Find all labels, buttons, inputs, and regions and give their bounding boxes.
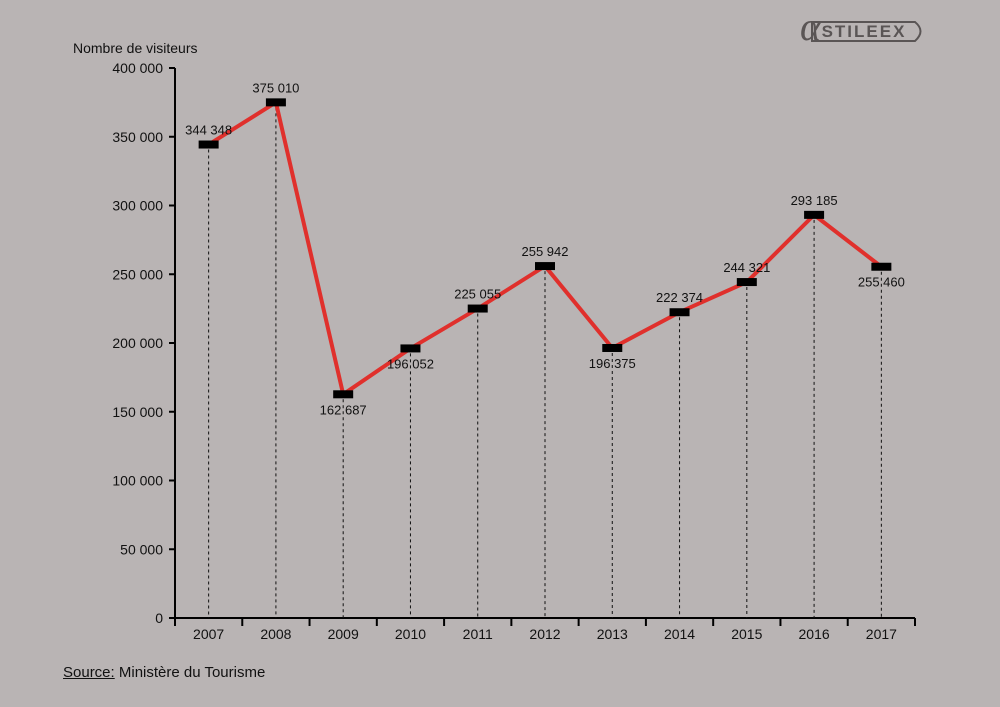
drop-lines bbox=[208, 107, 882, 618]
x-tick-label: 2017 bbox=[866, 626, 897, 642]
data-marker bbox=[871, 262, 892, 271]
x-tick-label: 2007 bbox=[193, 626, 224, 642]
x-tick-label: 2012 bbox=[529, 626, 560, 642]
data-label: 293 185 bbox=[791, 193, 838, 208]
data-labels: 344 348 375 010 162 687 196 052 225 055 255 9… bbox=[185, 80, 905, 417]
x-tick-label: 2011 bbox=[463, 626, 493, 642]
x-tick-label: 2008 bbox=[260, 626, 291, 642]
x-tick-label: 2016 bbox=[799, 626, 830, 642]
data-marker bbox=[804, 210, 825, 219]
data-marker bbox=[669, 308, 690, 317]
y-tick-label: 350 000 bbox=[112, 129, 163, 145]
data-marker bbox=[198, 140, 219, 149]
logo-frame bbox=[811, 21, 922, 42]
y-tick-label: 200 000 bbox=[112, 335, 163, 351]
data-label: 196 375 bbox=[589, 356, 636, 371]
x-tick-label: 2014 bbox=[664, 626, 695, 642]
data-label: 255 460 bbox=[858, 275, 905, 290]
data-marker bbox=[400, 344, 421, 353]
y-tick-label: 400 000 bbox=[112, 60, 163, 76]
data-markers bbox=[198, 98, 892, 399]
x-tick-label: 2015 bbox=[731, 626, 762, 642]
y-axis-label: Nombre de visiteurs bbox=[73, 40, 198, 56]
data-marker bbox=[265, 98, 286, 107]
source-note: Source: Ministère du Tourisme bbox=[63, 664, 265, 681]
y-tick-label: 100 000 bbox=[112, 473, 163, 489]
y-tick-label: 300 000 bbox=[112, 198, 163, 214]
source-text: Ministère du Tourisme bbox=[114, 664, 266, 681]
data-label: 222 374 bbox=[656, 290, 703, 305]
x-tick-label: 2013 bbox=[597, 626, 628, 642]
x-tick-label: 2009 bbox=[328, 626, 359, 642]
data-label: 344 348 bbox=[185, 123, 232, 138]
data-marker bbox=[535, 262, 555, 271]
data-marker bbox=[736, 278, 757, 287]
logo-text: STILEEX bbox=[822, 22, 907, 41]
data-label: 244 321 bbox=[723, 260, 770, 275]
data-marker bbox=[333, 390, 354, 399]
data-marker bbox=[467, 304, 488, 313]
y-tick-label: 50 000 bbox=[120, 541, 163, 557]
y-tick-label: 150 000 bbox=[112, 404, 163, 420]
y-tick-label: 0 bbox=[155, 610, 163, 626]
source-label: Source: bbox=[63, 664, 115, 681]
stileex-logo: α STILEEX bbox=[800, 4, 922, 49]
y-tick-label: 250 000 bbox=[112, 266, 163, 282]
axes: 0 50 000 100 000 150 000 200 000 250 000 300 0… bbox=[112, 60, 916, 642]
data-marker bbox=[602, 343, 623, 352]
data-label: 225 055 bbox=[454, 287, 501, 302]
data-label: 375 010 bbox=[252, 80, 299, 95]
x-tick-label: 2010 bbox=[395, 626, 426, 642]
data-label: 196 052 bbox=[387, 356, 434, 371]
data-label: 162 687 bbox=[320, 402, 367, 417]
data-label: 255 942 bbox=[522, 244, 569, 259]
